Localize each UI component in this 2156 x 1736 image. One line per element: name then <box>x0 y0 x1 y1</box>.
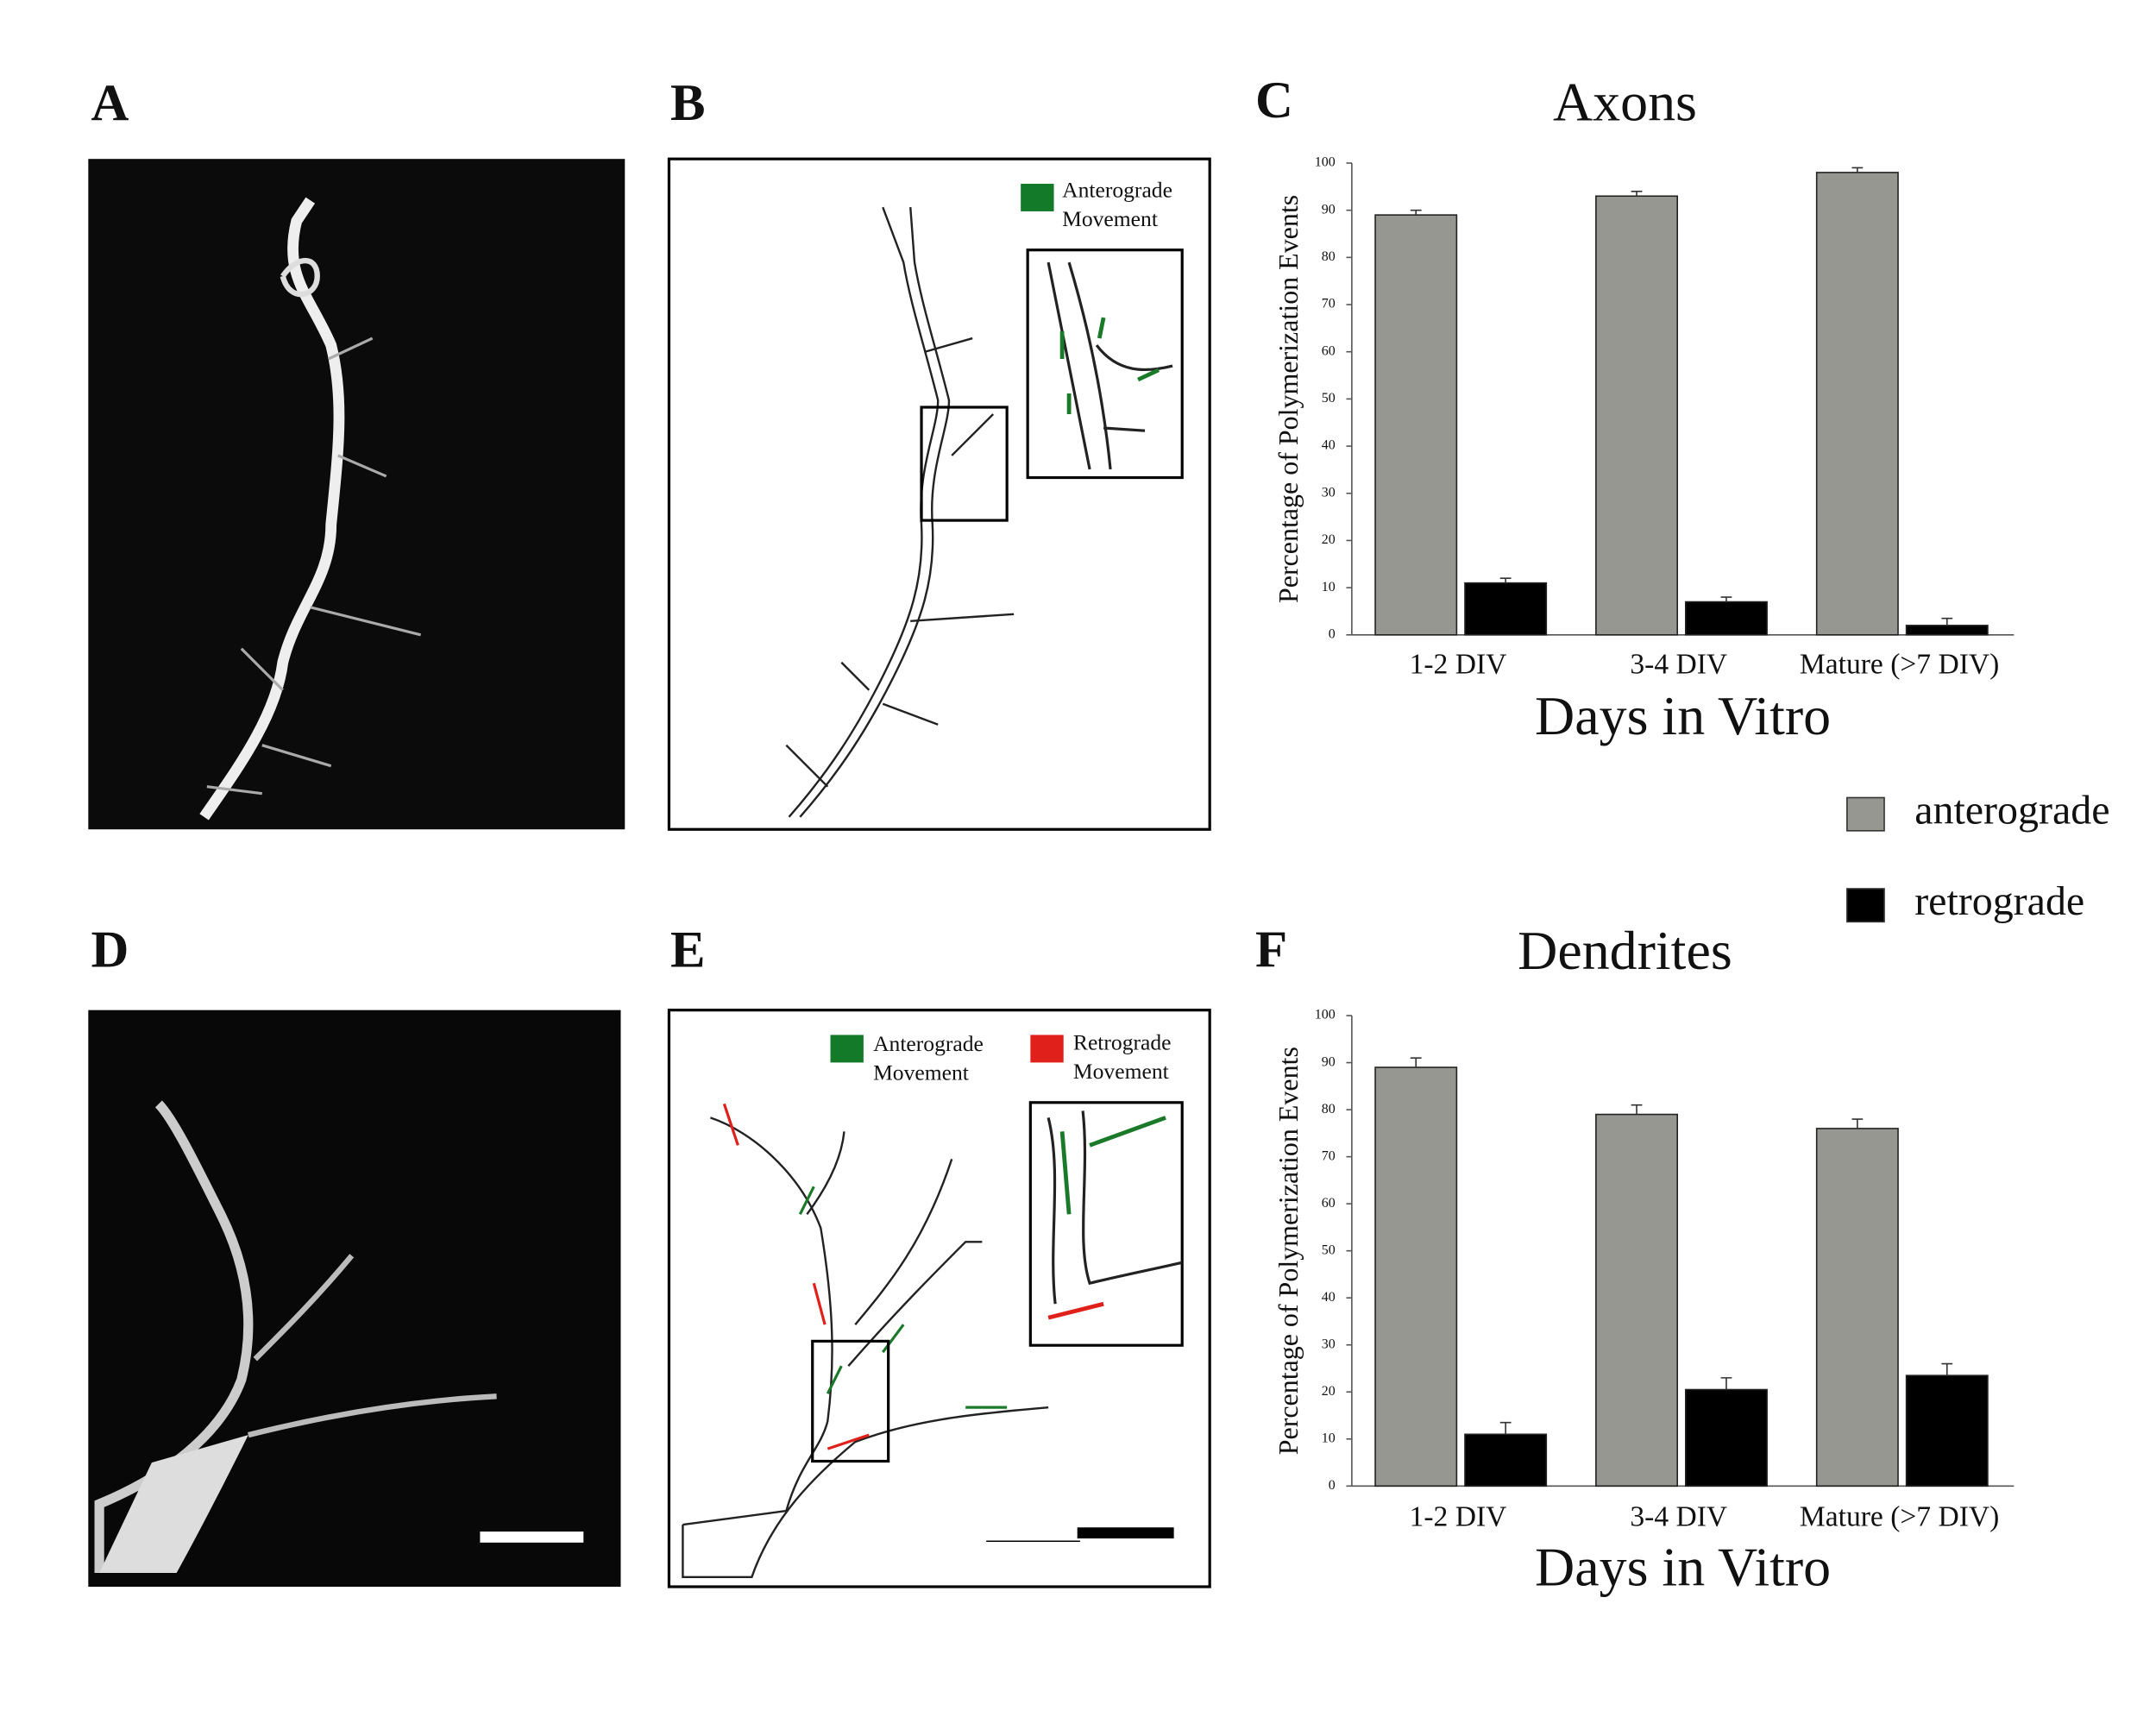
charts: Axons Days in Vitro Percentage of Polymeri… <box>1273 72 2110 1598</box>
y-tick-label: 10 <box>1322 580 1336 594</box>
y-tick-label: 30 <box>1322 1337 1336 1351</box>
bar <box>1815 1128 1899 1488</box>
y-tick-label: 40 <box>1322 1290 1336 1305</box>
error-bar <box>1631 190 1643 197</box>
y-axis-label: Percentage of Polymerization Events <box>1273 1047 1304 1455</box>
error-bar <box>1499 1421 1512 1435</box>
panel-letter: A <box>91 74 129 132</box>
y-tick-label: 10 <box>1322 1431 1336 1445</box>
bar <box>1464 582 1548 636</box>
y-tick-label: 70 <box>1322 297 1336 311</box>
micrograph-d <box>88 1010 621 1587</box>
y-tick-label: 0 <box>1329 1478 1336 1493</box>
bar <box>1905 1374 1989 1488</box>
chart-title: Axons <box>1553 72 1697 133</box>
legend-text: Movement <box>873 1060 969 1085</box>
legend-text: Anterograde <box>1062 177 1172 202</box>
bar <box>1684 1388 1768 1488</box>
bar <box>1464 1433 1548 1488</box>
y-tick-label: 90 <box>1322 1054 1336 1069</box>
y-tick-label: 40 <box>1322 438 1336 453</box>
y-tick-label: 20 <box>1322 1384 1336 1399</box>
x-axis-label: Days in Vitro <box>1535 1537 1831 1598</box>
diagram-e: Anterograde Movement Retrograde Movement <box>667 1009 1211 1588</box>
legend-text: Movement <box>1073 1059 1169 1084</box>
x-axis-label: Days in Vitro <box>1535 685 1831 746</box>
y-tick-label: 50 <box>1322 1242 1336 1257</box>
error-bar <box>1851 1118 1864 1129</box>
y-axis-label: Percentage of Polymerization Events <box>1273 195 1304 603</box>
chart-title: Dendrites <box>1518 920 1732 981</box>
error-bar <box>1851 167 1864 173</box>
y-tick-label: 20 <box>1322 532 1336 547</box>
error-bar <box>1410 1057 1422 1068</box>
legend-label: retrograde <box>1914 878 2084 924</box>
diagram-b: Anterograde Movement <box>667 157 1211 831</box>
bar <box>1374 1066 1458 1488</box>
y-tick-label: 0 <box>1329 626 1336 641</box>
y-tick-label: 90 <box>1322 202 1336 217</box>
x-tick-label: 3-4 DIV <box>1630 648 1727 680</box>
error-bar <box>1941 617 1953 626</box>
y-tick-label: 80 <box>1322 249 1336 264</box>
y-tick-label: 100 <box>1315 155 1336 170</box>
bar <box>1815 172 1899 636</box>
x-tick-label: 1-2 DIV <box>1410 1500 1507 1532</box>
panel-letter: B <box>670 74 706 132</box>
legend-swatch <box>1846 796 1885 832</box>
x-tick-label: 1-2 DIV <box>1410 648 1507 680</box>
x-tick-label: 3-4 DIV <box>1630 1500 1727 1532</box>
error-bar <box>1941 1362 1953 1376</box>
error-bar <box>1499 577 1512 583</box>
bar <box>1905 625 1989 636</box>
error-bar <box>1720 1377 1732 1390</box>
legend-text: Retrograde <box>1073 1030 1172 1055</box>
bar <box>1684 601 1768 636</box>
panel-letter: C <box>1255 72 1293 129</box>
y-tick-label: 80 <box>1322 1102 1336 1116</box>
y-tick-label: 30 <box>1322 485 1336 500</box>
panel-letter: E <box>670 921 706 979</box>
bar <box>1595 1113 1678 1488</box>
bar <box>1374 214 1458 636</box>
legend-label: anterograde <box>1914 788 2109 833</box>
panel-letter: F <box>1255 921 1287 979</box>
y-tick-label: 100 <box>1315 1008 1336 1022</box>
legend-text: Movement <box>1062 206 1158 231</box>
error-bar <box>1410 209 1422 216</box>
legend-swatch <box>1846 888 1885 923</box>
error-bar <box>1720 596 1732 602</box>
x-tick-label: Mature (>7 DIV) <box>1800 648 1999 680</box>
micrograph-a <box>88 159 625 830</box>
y-tick-label: 70 <box>1322 1148 1336 1163</box>
bar <box>1595 195 1678 636</box>
y-tick-label: 60 <box>1322 343 1336 358</box>
panel-letter: D <box>91 921 129 979</box>
y-tick-label: 60 <box>1322 1196 1336 1211</box>
legend-text: Anterograde <box>873 1031 984 1056</box>
x-tick-label: Mature (>7 DIV) <box>1800 1500 1999 1532</box>
error-bar <box>1631 1104 1643 1115</box>
y-tick-label: 50 <box>1322 391 1336 406</box>
